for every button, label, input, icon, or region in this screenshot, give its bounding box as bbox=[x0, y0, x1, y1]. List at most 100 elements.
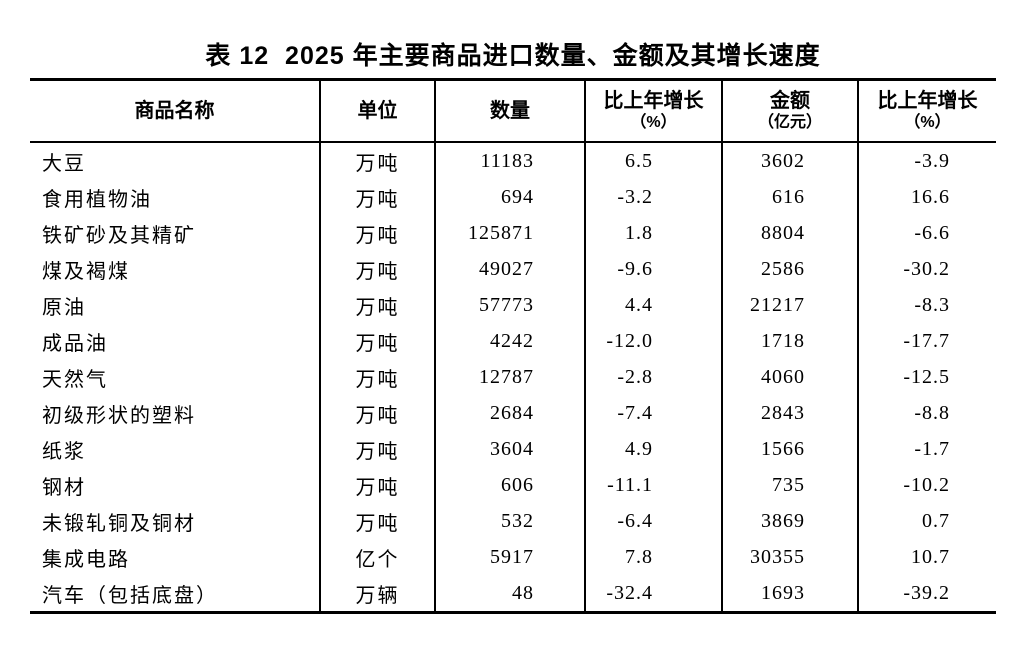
cell-quantity-growth: -3.2 bbox=[584, 179, 722, 215]
cell-amount-growth: 0.7 bbox=[857, 503, 996, 539]
cell-quantity: 48 bbox=[434, 575, 585, 613]
table-row: 食用植物油 万吨 694 -3.2 616 16.6 bbox=[30, 179, 996, 215]
cell-unit: 万吨 bbox=[319, 142, 435, 179]
header-label: 金额 bbox=[770, 90, 810, 112]
cell-amount-growth: -8.8 bbox=[857, 395, 996, 431]
cell-unit: 万吨 bbox=[319, 431, 435, 467]
cell-amount-growth: -10.2 bbox=[857, 467, 996, 503]
cell-quantity-growth: 4.9 bbox=[584, 431, 722, 467]
cell-quantity: 694 bbox=[434, 179, 585, 215]
cell-amount-growth: -39.2 bbox=[857, 575, 996, 613]
table-row: 集成电路 亿个 5917 7.8 30355 10.7 bbox=[30, 539, 996, 575]
header-label: 单位 bbox=[357, 100, 398, 122]
table-row: 未锻轧铜及铜材 万吨 532 -6.4 3869 0.7 bbox=[30, 503, 996, 539]
cell-amount: 2586 bbox=[721, 251, 858, 287]
cell-unit: 万吨 bbox=[319, 395, 435, 431]
cell-amount: 1718 bbox=[721, 323, 858, 359]
cell-quantity-growth: 4.4 bbox=[584, 287, 722, 323]
cell-unit: 万吨 bbox=[319, 287, 435, 323]
cell-quantity-growth: -7.4 bbox=[584, 395, 722, 431]
cell-quantity: 5917 bbox=[434, 539, 585, 575]
table-title: 表 12 2025 年主要商品进口数量、金额及其增长速度 bbox=[205, 42, 821, 70]
cell-quantity-growth: -12.0 bbox=[584, 323, 722, 359]
header-sublabel: （%） bbox=[630, 114, 677, 131]
cell-commodity-name: 汽车（包括底盘） bbox=[42, 584, 218, 607]
cell-unit: 万吨 bbox=[319, 503, 435, 539]
table-row: 初级形状的塑料 万吨 2684 -7.4 2843 -8.8 bbox=[30, 395, 996, 431]
header-label: 比上年增长 bbox=[877, 90, 978, 112]
cell-commodity-name: 原油 bbox=[42, 296, 86, 319]
cell-quantity-growth: -9.6 bbox=[584, 251, 722, 287]
cell-amount: 8804 bbox=[721, 215, 858, 251]
cell-commodity-name: 未锻轧铜及铜材 bbox=[42, 512, 196, 535]
cell-amount-growth: -17.7 bbox=[857, 323, 996, 359]
cell-unit: 万吨 bbox=[319, 323, 435, 359]
header-label: 商品名称 bbox=[134, 100, 215, 122]
cell-amount: 2843 bbox=[721, 395, 858, 431]
cell-amount-growth: -1.7 bbox=[857, 431, 996, 467]
cell-commodity-name: 煤及褐煤 bbox=[42, 260, 130, 283]
cell-commodity-name: 食用植物油 bbox=[42, 188, 152, 211]
cell-unit: 万吨 bbox=[319, 215, 435, 251]
cell-amount: 735 bbox=[721, 467, 858, 503]
cell-unit: 万吨 bbox=[319, 251, 435, 287]
cell-quantity: 57773 bbox=[434, 287, 585, 323]
cell-quantity-growth: 7.8 bbox=[584, 539, 722, 575]
cell-quantity: 12787 bbox=[434, 359, 585, 395]
cell-amount: 21217 bbox=[721, 287, 858, 323]
cell-commodity-name: 铁矿砂及其精矿 bbox=[42, 224, 196, 247]
cell-amount-growth: -8.3 bbox=[857, 287, 996, 323]
header-row: 商品名称 单位 数量 比上年增长 （%） 金额 （亿元） bbox=[30, 79, 996, 143]
cell-quantity-growth: -11.1 bbox=[584, 467, 722, 503]
col-header-amount-growth: 比上年增长 （%） bbox=[857, 79, 996, 143]
col-header-quantity: 数量 bbox=[434, 79, 585, 143]
table-row: 汽车（包括底盘） 万辆 48 -32.4 1693 -39.2 bbox=[30, 575, 996, 613]
cell-quantity-growth: 1.8 bbox=[584, 215, 722, 251]
cell-unit: 万吨 bbox=[319, 467, 435, 503]
header-label: 比上年增长 bbox=[603, 90, 704, 112]
cell-commodity-name: 初级形状的塑料 bbox=[42, 404, 196, 427]
cell-quantity-growth: -32.4 bbox=[584, 575, 722, 613]
table-row: 煤及褐煤 万吨 49027 -9.6 2586 -30.2 bbox=[30, 251, 996, 287]
import-commodities-table: 商品名称 单位 数量 比上年增长 （%） 金额 （亿元） bbox=[30, 78, 996, 614]
table-row: 成品油 万吨 4242 -12.0 1718 -17.7 bbox=[30, 323, 996, 359]
cell-commodity-name: 钢材 bbox=[42, 476, 86, 499]
cell-quantity-growth: -2.8 bbox=[584, 359, 722, 395]
cell-amount: 3602 bbox=[721, 142, 858, 179]
cell-amount-growth: 16.6 bbox=[857, 179, 996, 215]
table-row: 铁矿砂及其精矿 万吨 125871 1.8 8804 -6.6 bbox=[30, 215, 996, 251]
cell-quantity: 11183 bbox=[434, 142, 585, 179]
cell-quantity: 125871 bbox=[434, 215, 585, 251]
cell-quantity: 3604 bbox=[434, 431, 585, 467]
table-row: 纸浆 万吨 3604 4.9 1566 -1.7 bbox=[30, 431, 996, 467]
col-header-commodity-name: 商品名称 bbox=[30, 79, 320, 143]
cell-amount-growth: -6.6 bbox=[857, 215, 996, 251]
cell-quantity-growth: -6.4 bbox=[584, 503, 722, 539]
cell-quantity: 4242 bbox=[434, 323, 585, 359]
cell-amount: 1566 bbox=[721, 431, 858, 467]
header-label: 数量 bbox=[490, 100, 530, 122]
cell-commodity-name: 集成电路 bbox=[42, 548, 130, 571]
col-header-unit: 单位 bbox=[319, 79, 435, 143]
cell-commodity-name: 纸浆 bbox=[42, 440, 86, 463]
col-header-amount: 金额 （亿元） bbox=[721, 79, 858, 143]
cell-unit: 亿个 bbox=[319, 539, 435, 575]
cell-commodity-name: 天然气 bbox=[42, 368, 108, 391]
cell-amount: 1693 bbox=[721, 575, 858, 613]
header-sublabel: （%） bbox=[904, 114, 951, 131]
cell-amount: 4060 bbox=[721, 359, 858, 395]
cell-amount: 30355 bbox=[721, 539, 858, 575]
cell-quantity: 2684 bbox=[434, 395, 585, 431]
cell-quantity: 49027 bbox=[434, 251, 585, 287]
table-row: 原油 万吨 57773 4.4 21217 -8.3 bbox=[30, 287, 996, 323]
cell-amount-growth: -3.9 bbox=[857, 142, 996, 179]
cell-amount: 3869 bbox=[721, 503, 858, 539]
cell-amount-growth: 10.7 bbox=[857, 539, 996, 575]
cell-commodity-name: 大豆 bbox=[42, 152, 86, 175]
cell-quantity: 606 bbox=[434, 467, 585, 503]
cell-commodity-name: 成品油 bbox=[42, 332, 108, 355]
table-row: 钢材 万吨 606 -11.1 735 -10.2 bbox=[30, 467, 996, 503]
table-row: 天然气 万吨 12787 -2.8 4060 -12.5 bbox=[30, 359, 996, 395]
cell-amount-growth: -12.5 bbox=[857, 359, 996, 395]
